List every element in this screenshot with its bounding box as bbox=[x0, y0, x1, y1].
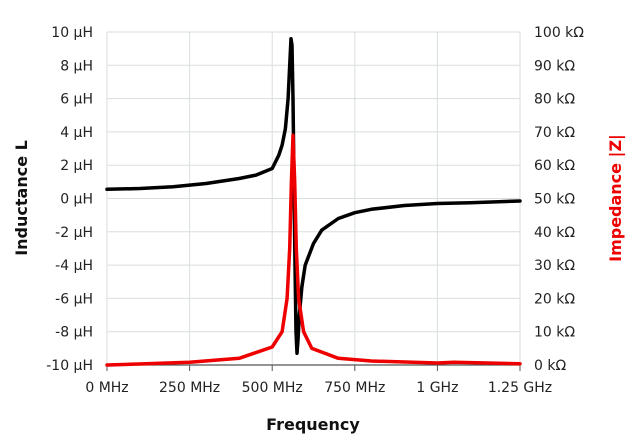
inductance-line bbox=[105, 36, 522, 356]
y2-tick-label: 50 kΩ bbox=[534, 192, 575, 208]
x-tick-label: 1 GHz bbox=[416, 380, 458, 396]
y-tick-label: -2 µH bbox=[55, 225, 93, 241]
y2-tick-label: 30 kΩ bbox=[534, 258, 575, 274]
y-tick-label: 2 µH bbox=[60, 158, 93, 174]
y-tick-label: 10 µH bbox=[51, 25, 93, 41]
y2-tick-label: 80 kΩ bbox=[534, 92, 575, 108]
y-tick-label: 4 µH bbox=[60, 125, 93, 141]
y2-tick-label: 60 kΩ bbox=[534, 158, 575, 174]
y-axis-title: Inductance L bbox=[12, 140, 31, 256]
x-tick-label: 0 MHz bbox=[85, 380, 128, 396]
x-tick-label: 250 MHz bbox=[159, 380, 220, 396]
y2-tick-label: 100 kΩ bbox=[534, 25, 584, 41]
y2-tick-label: 10 kΩ bbox=[534, 325, 575, 341]
y-tick-label: 8 µH bbox=[60, 58, 93, 74]
y2-tick-label: 70 kΩ bbox=[534, 125, 575, 141]
y2-tick-label: 0 kΩ bbox=[534, 358, 566, 374]
x-tick-label: 1.25 GHz bbox=[488, 380, 552, 396]
y-tick-label: -8 µH bbox=[55, 325, 93, 341]
x-tick-label: 500 MHz bbox=[242, 380, 303, 396]
y-tick-label: -4 µH bbox=[55, 258, 93, 274]
y2-axis-title: Impedance |Z| bbox=[606, 134, 626, 262]
series-layer bbox=[105, 36, 522, 367]
y-tick-label: 0 µH bbox=[60, 192, 93, 208]
y2-tick-label: 20 kΩ bbox=[534, 291, 575, 307]
y-tick-label: -6 µH bbox=[55, 291, 93, 307]
x-tick-label: 750 MHz bbox=[324, 380, 385, 396]
grid bbox=[106, 31, 521, 371]
y2-tick-label: 40 kΩ bbox=[534, 225, 575, 241]
x-tick-labels: 0 MHz 250 MHz 500 MHz 750 MHz 1 GHz 1.25 GHz bbox=[85, 380, 552, 396]
y-tick-label: 6 µH bbox=[60, 92, 93, 108]
y2-tick-labels: 100 kΩ 90 kΩ 80 kΩ 70 kΩ 60 kΩ 50 kΩ 40 kΩ 30 k… bbox=[534, 25, 584, 374]
x-axis-title: Frequency bbox=[266, 415, 360, 434]
y-tick-label: -10 µH bbox=[46, 358, 93, 374]
impedance-line bbox=[105, 133, 522, 367]
y2-tick-label: 90 kΩ bbox=[534, 58, 575, 74]
y-tick-labels: 10 µH 8 µH 6 µH 4 µH 2 µH 0 µH -2 µH -4 µH -6 µH… bbox=[46, 25, 93, 374]
